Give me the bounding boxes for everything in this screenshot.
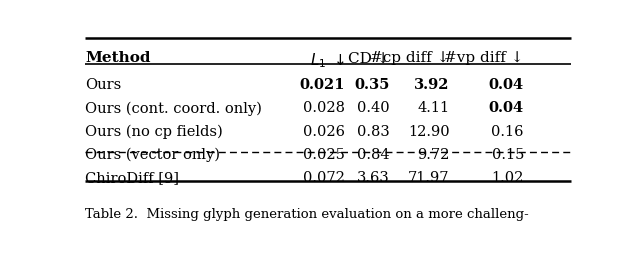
Text: Ours (cont. coord. only): Ours (cont. coord. only)	[85, 101, 262, 116]
Text: Ours (vector only): Ours (vector only)	[85, 148, 220, 162]
Text: 12.90: 12.90	[408, 125, 449, 138]
Text: 0.026: 0.026	[303, 125, 346, 138]
Text: 0.028: 0.028	[303, 101, 346, 115]
Text: Method: Method	[85, 51, 150, 66]
Text: 0.021: 0.021	[300, 78, 346, 92]
Text: Ours: Ours	[85, 78, 121, 92]
Text: #vp diff ↓: #vp diff ↓	[444, 51, 524, 66]
Text: 0.84: 0.84	[357, 148, 390, 162]
Text: $L_1$ $\downarrow$: $L_1$ $\downarrow$	[310, 51, 346, 70]
Text: 0.04: 0.04	[489, 101, 524, 115]
Text: #cp diff ↓: #cp diff ↓	[370, 51, 449, 66]
Text: 0.072: 0.072	[303, 171, 346, 185]
Text: 0.40: 0.40	[357, 101, 390, 115]
Text: 1.02: 1.02	[492, 171, 524, 185]
Text: 0.35: 0.35	[355, 78, 390, 92]
Text: 9.72: 9.72	[417, 148, 449, 162]
Text: 4.11: 4.11	[417, 101, 449, 115]
Text: ChiroDiff [9]: ChiroDiff [9]	[85, 171, 179, 185]
Text: Table 2.  Missing glyph generation evaluation on a more challeng-: Table 2. Missing glyph generation evalua…	[85, 208, 529, 221]
Text: 3.92: 3.92	[414, 78, 449, 92]
Text: 0.04: 0.04	[489, 78, 524, 92]
Text: 0.83: 0.83	[357, 125, 390, 138]
Text: 0.15: 0.15	[492, 148, 524, 162]
Text: 71.97: 71.97	[408, 171, 449, 185]
Text: CD ↓: CD ↓	[349, 51, 390, 66]
Text: Ours (no cp fields): Ours (no cp fields)	[85, 125, 223, 139]
Text: 0.025: 0.025	[303, 148, 346, 162]
Text: 3.63: 3.63	[357, 171, 390, 185]
Text: 0.16: 0.16	[492, 125, 524, 138]
